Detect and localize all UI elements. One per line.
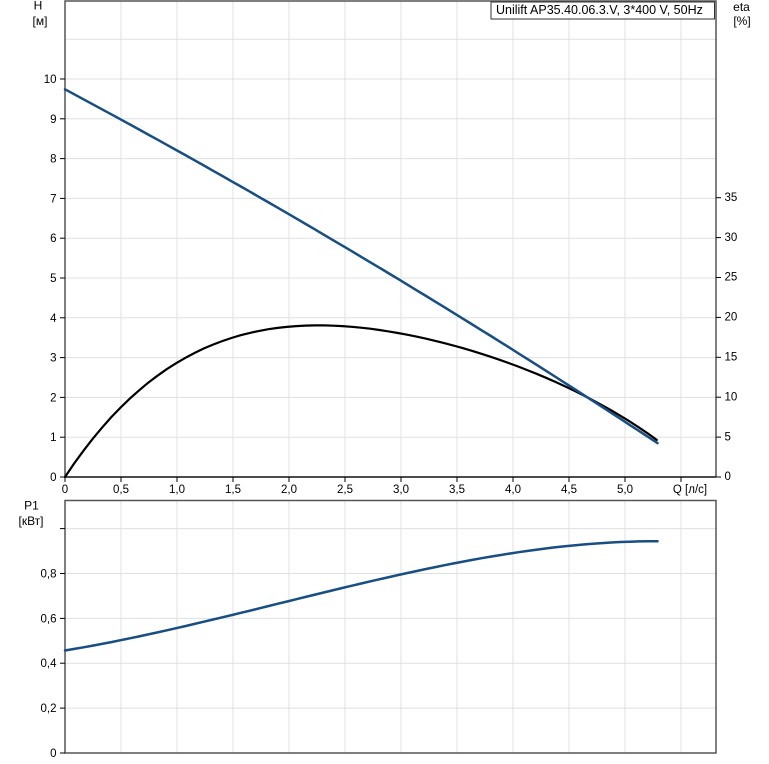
svg-text:0: 0: [50, 748, 56, 760]
svg-text:eta: eta: [733, 0, 750, 14]
svg-text:0,6: 0,6: [41, 613, 57, 625]
svg-text:10: 10: [44, 74, 57, 86]
svg-text:0: 0: [725, 471, 731, 483]
svg-text:0: 0: [50, 472, 56, 484]
svg-text:H: H: [34, 0, 43, 13]
svg-text:9: 9: [50, 114, 56, 126]
svg-text:2: 2: [50, 392, 56, 404]
svg-text:15: 15: [725, 352, 738, 364]
svg-text:1: 1: [50, 432, 56, 444]
svg-text:3,5: 3,5: [449, 484, 465, 496]
svg-text:5: 5: [725, 431, 731, 443]
svg-text:Q [л/с]: Q [л/с]: [673, 484, 707, 496]
svg-text:0,2: 0,2: [41, 703, 57, 715]
svg-text:[м]: [м]: [33, 14, 48, 28]
svg-text:2,5: 2,5: [337, 484, 353, 496]
svg-text:0,8: 0,8: [41, 569, 57, 581]
svg-text:Unilift AP35.40.06.3.V, 3*400: Unilift AP35.40.06.3.V, 3*400 V, 50Hz: [496, 3, 703, 17]
svg-text:0: 0: [62, 484, 68, 496]
svg-text:0,5: 0,5: [113, 484, 129, 496]
svg-text:30: 30: [725, 232, 738, 244]
svg-text:25: 25: [725, 272, 738, 284]
svg-text:4,0: 4,0: [505, 484, 521, 496]
svg-text:[%]: [%]: [733, 14, 750, 28]
svg-text:[кВт]: [кВт]: [18, 514, 43, 528]
svg-text:0,4: 0,4: [41, 658, 58, 670]
svg-text:20: 20: [725, 312, 738, 324]
svg-text:7: 7: [50, 193, 56, 205]
svg-text:10: 10: [725, 391, 738, 403]
svg-text:1,0: 1,0: [169, 484, 185, 496]
svg-text:3: 3: [50, 353, 56, 365]
svg-text:5,0: 5,0: [617, 484, 633, 496]
svg-text:5: 5: [50, 273, 56, 285]
svg-text:3,0: 3,0: [393, 484, 409, 496]
svg-text:2,0: 2,0: [281, 484, 297, 496]
svg-text:P1: P1: [24, 499, 39, 513]
svg-text:4,5: 4,5: [561, 484, 577, 496]
svg-text:8: 8: [50, 154, 56, 166]
svg-text:35: 35: [725, 192, 738, 204]
svg-text:6: 6: [50, 233, 56, 245]
svg-text:1,5: 1,5: [225, 484, 241, 496]
svg-text:4: 4: [50, 313, 57, 325]
